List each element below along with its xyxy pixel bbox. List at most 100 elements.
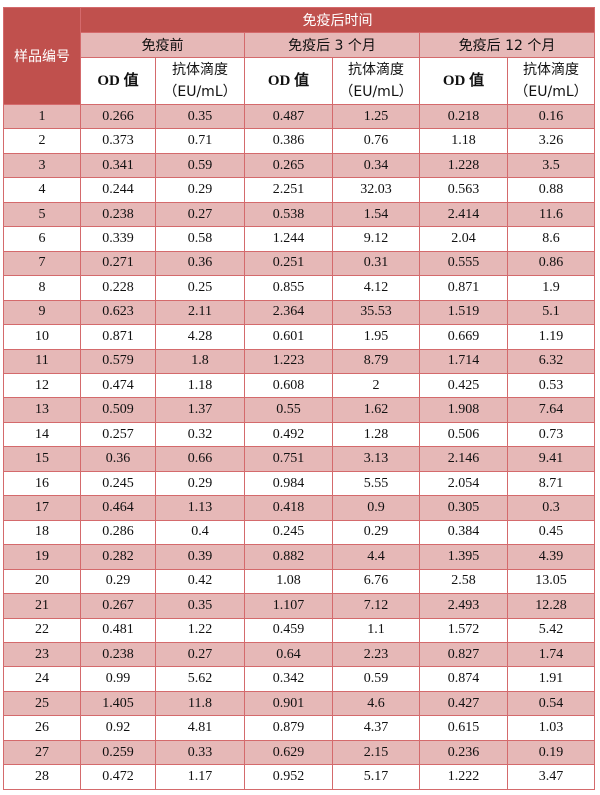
titer-unit: （EU/mL） [163,84,237,100]
cell-od-3-months: 0.251 [244,250,333,277]
cell-titer-pre: 0.25 [155,275,245,301]
cell-titer-pre: 0.42 [155,568,245,595]
cell-sample-id: 8 [3,275,81,301]
cell-od-pre: 0.271 [80,250,156,277]
cell-sample-id: 21 [3,593,81,619]
cell-sample-id: 5 [3,201,81,228]
cell-titer-12-months: 8.71 [506,470,596,497]
titer-header: 抗体滴度 （EU/mL） [506,57,596,105]
cell-od-3-months: 0.245 [244,519,333,546]
cell-titer-pre: 0.27 [155,201,245,228]
cell-od-3-months: 0.55 [244,397,333,423]
cell-titer-12-months: 3.26 [506,128,596,154]
sample-id-header: 样品编号 [3,7,81,105]
cell-sample-id: 17 [3,495,81,521]
titer-label: 抗体滴度 [523,62,580,78]
cell-od-pre: 0.373 [80,128,156,154]
table-row: 7 0.271 0.36 0.251 0.31 0.555 0.86 [3,250,596,277]
cell-titer-12-months: 5.1 [506,299,596,326]
titer-unit: （EU/mL） [339,84,413,100]
table-row: 1 0.266 0.35 0.487 1.25 0.218 0.16 [3,103,596,130]
cell-sample-id: 14 [3,421,81,448]
cell-od-3-months: 0.459 [244,617,333,643]
cell-titer-12-months: 13.05 [506,568,596,595]
cell-titer-3-months: 4.6 [332,690,420,717]
cell-sample-id: 2 [3,128,81,154]
table-row: 19 0.282 0.39 0.882 4.4 1.395 4.39 [3,544,596,570]
cell-sample-id: 4 [3,177,81,203]
cell-titer-3-months: 5.55 [332,470,420,497]
cell-od-12-months: 1.228 [419,152,508,179]
cell-od-pre: 0.259 [80,739,156,766]
cell-od-3-months: 0.855 [244,275,333,301]
cell-od-3-months: 1.223 [244,348,333,374]
cell-od-pre: 0.244 [80,177,156,203]
cell-od-12-months: 0.506 [419,421,508,448]
table-row: 12 0.474 1.18 0.608 2 0.425 0.53 [3,372,596,399]
cell-od-12-months: 0.218 [419,103,508,130]
cell-od-pre: 0.228 [80,275,156,301]
cell-od-pre: 0.474 [80,372,156,399]
cell-sample-id: 12 [3,372,81,399]
cell-od-pre: 0.472 [80,764,156,790]
cell-titer-pre: 1.18 [155,372,245,399]
cell-titer-pre: 4.28 [155,324,245,350]
table-row: 15 0.36 0.66 0.751 3.13 2.146 9.41 [3,446,596,472]
cell-titer-3-months: 4.4 [332,544,420,570]
cell-od-pre: 0.267 [80,593,156,619]
table-row: 17 0.464 1.13 0.418 0.9 0.305 0.3 [3,495,596,521]
cell-sample-id: 18 [3,519,81,546]
cell-titer-pre: 0.66 [155,446,245,472]
cell-od-pre: 0.341 [80,152,156,179]
cell-od-pre: 0.99 [80,666,156,692]
cell-titer-pre: 0.58 [155,226,245,252]
cell-titer-12-months: 0.88 [506,177,596,203]
table-row: 13 0.509 1.37 0.55 1.62 1.908 7.64 [3,397,596,423]
cell-od-pre: 0.282 [80,544,156,570]
cell-od-pre: 1.405 [80,690,156,717]
cell-od-12-months: 1.519 [419,299,508,326]
cell-od-12-months: 0.871 [419,275,508,301]
cell-od-3-months: 0.879 [244,715,333,741]
cell-sample-id: 27 [3,739,81,766]
cell-od-pre: 0.245 [80,470,156,497]
cell-titer-3-months: 9.12 [332,226,420,252]
cell-titer-3-months: 1.25 [332,103,420,130]
table-row: 16 0.245 0.29 0.984 5.55 2.054 8.71 [3,470,596,497]
cell-od-12-months: 1.395 [419,544,508,570]
cell-od-12-months: 1.572 [419,617,508,643]
cell-sample-id: 15 [3,446,81,472]
cell-sample-id: 11 [3,348,81,374]
table-row: 4 0.244 0.29 2.251 32.03 0.563 0.88 [3,177,596,203]
cell-titer-pre: 0.33 [155,739,245,766]
cell-titer-12-months: 7.64 [506,397,596,423]
cell-titer-12-months: 4.39 [506,544,596,570]
cell-od-3-months: 0.538 [244,201,333,228]
cell-od-3-months: 2.251 [244,177,333,203]
cell-od-3-months: 1.08 [244,568,333,595]
cell-od-12-months: 0.427 [419,690,508,717]
cell-titer-12-months: 5.42 [506,617,596,643]
cell-titer-pre: 1.13 [155,495,245,521]
cell-titer-12-months: 0.86 [506,250,596,277]
table-row: 25 1.405 11.8 0.901 4.6 0.427 0.54 [3,690,596,717]
cell-od-3-months: 0.882 [244,544,333,570]
cell-titer-3-months: 0.29 [332,519,420,546]
cell-od-12-months: 1.18 [419,128,508,154]
cell-titer-pre: 0.35 [155,103,245,130]
table-row: 22 0.481 1.22 0.459 1.1 1.572 5.42 [3,617,596,643]
cell-titer-pre: 0.4 [155,519,245,546]
cell-titer-3-months: 6.76 [332,568,420,595]
cell-sample-id: 26 [3,715,81,741]
cell-titer-3-months: 5.17 [332,764,420,790]
cell-titer-12-months: 0.3 [506,495,596,521]
cell-od-pre: 0.339 [80,226,156,252]
cell-od-12-months: 0.425 [419,372,508,399]
cell-titer-3-months: 3.13 [332,446,420,472]
cell-od-12-months: 0.669 [419,324,508,350]
cell-titer-pre: 0.27 [155,641,245,668]
table-row: 3 0.341 0.59 0.265 0.34 1.228 3.5 [3,152,596,179]
cell-titer-3-months: 2 [332,372,420,399]
cell-od-pre: 0.509 [80,397,156,423]
table-row: 28 0.472 1.17 0.952 5.17 1.222 3.47 [3,764,596,790]
